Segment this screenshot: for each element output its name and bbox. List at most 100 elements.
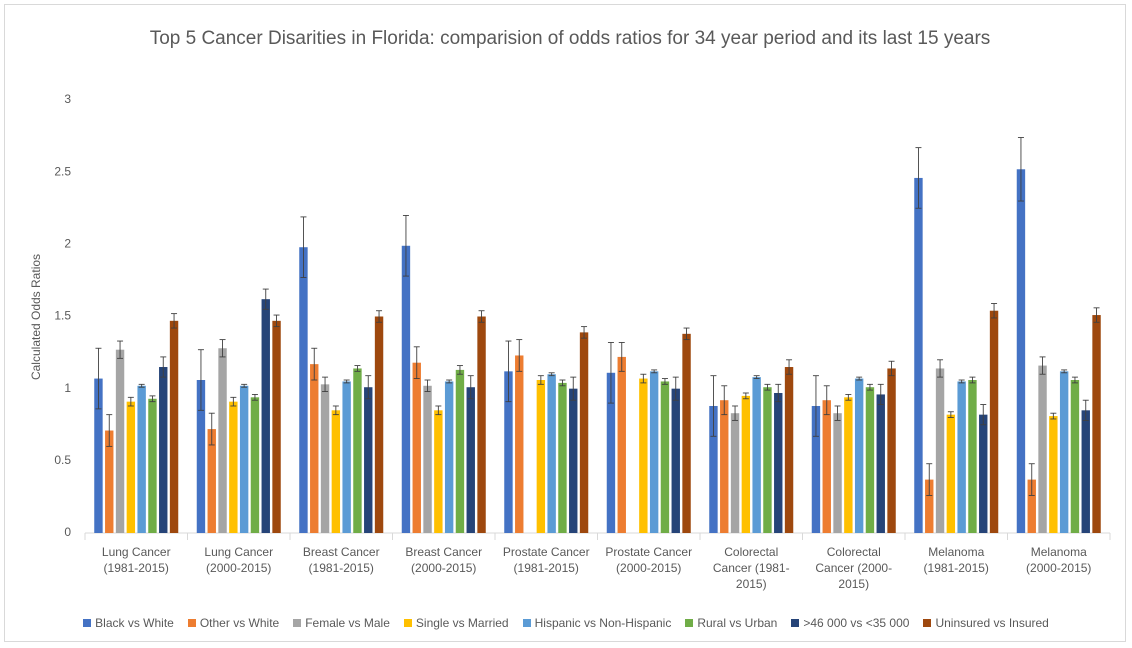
legend-item: Black vs White [83,616,174,630]
bar [606,372,616,533]
legend-swatch [685,619,694,627]
bar [261,299,270,533]
x-tick-label: Melanoma [1031,545,1087,559]
bar [504,371,513,533]
legend-label: Uninsured vs Insured [935,616,1049,630]
chart-title: Top 5 Cancer Disarities in Florida: comp… [149,28,991,49]
bar [310,364,319,533]
bar [364,387,373,533]
bar [115,349,125,533]
x-tick-label: (1981-2015) [104,561,169,575]
bar [854,378,864,533]
y-tick-label: 2 [64,237,71,251]
legend-swatch [83,619,92,627]
legend-label: >46 000 vs <35 000 [803,616,910,630]
bar [1038,365,1047,533]
bar [617,356,626,533]
bar [1016,169,1026,533]
bar [763,387,772,533]
bar [466,387,475,533]
bar [1070,380,1080,533]
y-tick-label: 2.5 [54,164,71,178]
bar [1081,410,1090,533]
bar [833,413,842,533]
bar [811,405,821,533]
bar [547,374,556,533]
legend-item: Rural vs Urban [685,616,777,630]
x-tick-label: (2000-2015) [616,561,681,575]
y-tick-label: 1 [64,381,71,395]
legend-item: Uninsured vs Insured [923,616,1049,630]
bar [126,401,136,533]
bar [423,385,432,533]
x-tick-label: (2000-2015) [206,561,271,575]
y-tick-label: 0.5 [54,453,71,467]
x-tick-label: Breast Cancer [405,545,482,559]
legend-swatch [293,619,302,627]
bar [444,381,454,533]
bar [649,371,659,533]
legend-item: Hispanic vs Non-Hispanic [522,616,671,630]
bar [477,316,486,533]
bar [925,479,934,533]
bar [957,381,966,533]
bar [682,333,691,533]
bar [914,177,923,533]
bar [374,316,384,533]
legend: Black vs White Other vs White Female vs Ma… [0,616,1132,630]
x-tick-label: Colorectal [827,545,881,559]
bar [887,368,896,533]
bar [989,310,999,533]
x-tick-label: Prostate Cancer [503,545,590,559]
bar [94,378,103,533]
bar [865,387,875,533]
bar [196,380,206,533]
y-tick-label: 1.5 [54,309,71,323]
legend-label: Female vs Male [305,616,390,630]
y-axis-label: Calculated Odds Ratios [29,254,43,380]
x-tick-label: 2015) [736,577,767,591]
bar [730,413,740,533]
legend-swatch [923,619,932,627]
x-tick-label: Cancer (2000- [815,561,892,575]
x-tick-label: (2000-2015) [411,561,476,575]
bar [148,398,157,533]
x-tick-label: (2000-2015) [1026,561,1091,575]
bar [401,245,411,533]
bar [299,247,308,533]
x-tick-label: 2015) [838,577,869,591]
x-tick-label: (1981-2015) [924,561,989,575]
legend-item: Single vs Married [403,616,509,630]
bar [558,382,567,533]
bar [218,348,227,533]
legend-item: Other vs White [187,616,279,630]
bar [159,367,168,533]
bar [946,414,956,533]
legend-swatch [522,619,531,627]
bar [536,380,546,533]
y-tick-label: 3 [64,92,71,106]
bar [720,400,729,533]
x-tick-label: Lung Cancer [102,545,171,559]
bar [455,369,465,533]
bar [1059,371,1069,533]
bar [515,355,524,533]
legend-label: Rural vs Urban [697,616,778,630]
bar [968,380,977,533]
bar [342,381,351,533]
bar [671,388,680,533]
bar [822,400,831,533]
x-tick-label: Prostate Cancer [605,545,692,559]
bar [169,320,179,533]
bar [569,388,578,533]
bar [784,367,794,533]
bar [774,392,783,533]
bar [660,381,670,533]
legend-swatch [791,619,800,627]
chart-frame [4,4,1126,642]
legend-item: Female vs Male [293,616,390,630]
bar [434,410,443,533]
bar [844,397,853,533]
x-tick-label: Lung Cancer [204,545,273,559]
